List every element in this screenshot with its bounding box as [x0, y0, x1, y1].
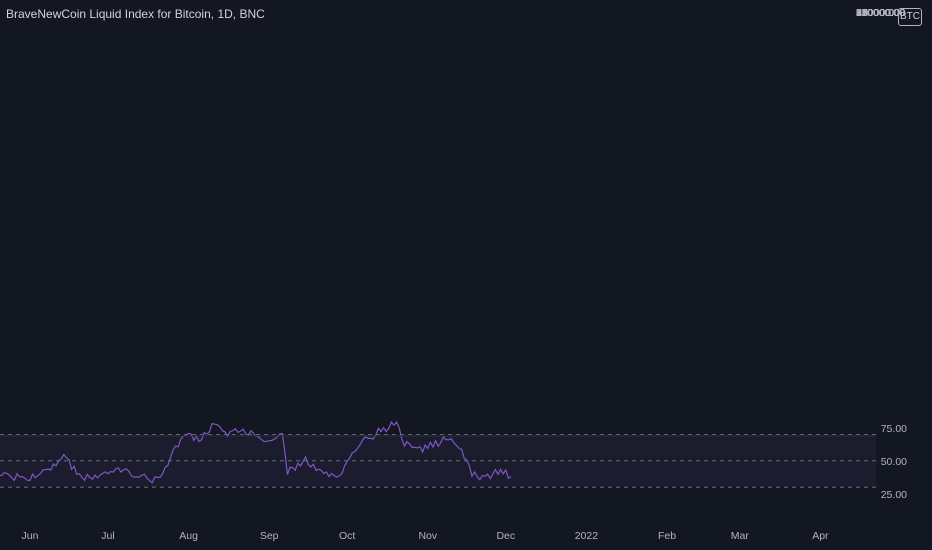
x-tick-label: Apr [812, 530, 829, 542]
y-tick-label: 75000.00 [856, 7, 900, 19]
rsi-pane [0, 420, 876, 488]
chart-title: BraveNewCoin Liquid Index for Bitcoin, 1… [6, 7, 265, 21]
y-tick-label: 90000.00 [856, 7, 900, 19]
x-tick-label: Jul [101, 530, 114, 542]
y-tick-label: 23000.00 [856, 7, 900, 19]
rsi-line [0, 420, 512, 484]
x-tick-label: Mar [731, 530, 750, 542]
y-tick-label: 51000.00 [856, 7, 900, 19]
rsi-tick-label: 75.00 [881, 423, 907, 435]
x-tick-label: Sep [260, 530, 279, 542]
y-tick-label: 43000.00 [856, 7, 900, 19]
x-tick-label: Oct [339, 530, 355, 542]
x-tick-label: Nov [418, 530, 437, 542]
y-tick-label: 37000.00 [856, 7, 900, 19]
x-tick-label: Jun [22, 530, 39, 542]
x-tick-label: Dec [496, 530, 515, 542]
y-tick-label: 63000.00 [856, 7, 900, 19]
y-tick-label: 110000.00 [856, 7, 905, 19]
currency-badge[interactable]: BTC [898, 8, 922, 26]
y-tick-label: 27000.00 [856, 7, 900, 19]
x-tick-label: Aug [179, 530, 198, 542]
x-tick-label: Feb [658, 530, 676, 542]
x-tick-label: 2022 [575, 530, 599, 542]
rsi-tick-label: 25.00 [881, 489, 907, 501]
y-tick-label: 130000.00 [856, 7, 906, 19]
rsi-tick-label: 50.00 [881, 456, 907, 468]
y-tick-label: 160000.00 [856, 7, 906, 19]
y-tick-label: 32000.00 [856, 7, 900, 19]
